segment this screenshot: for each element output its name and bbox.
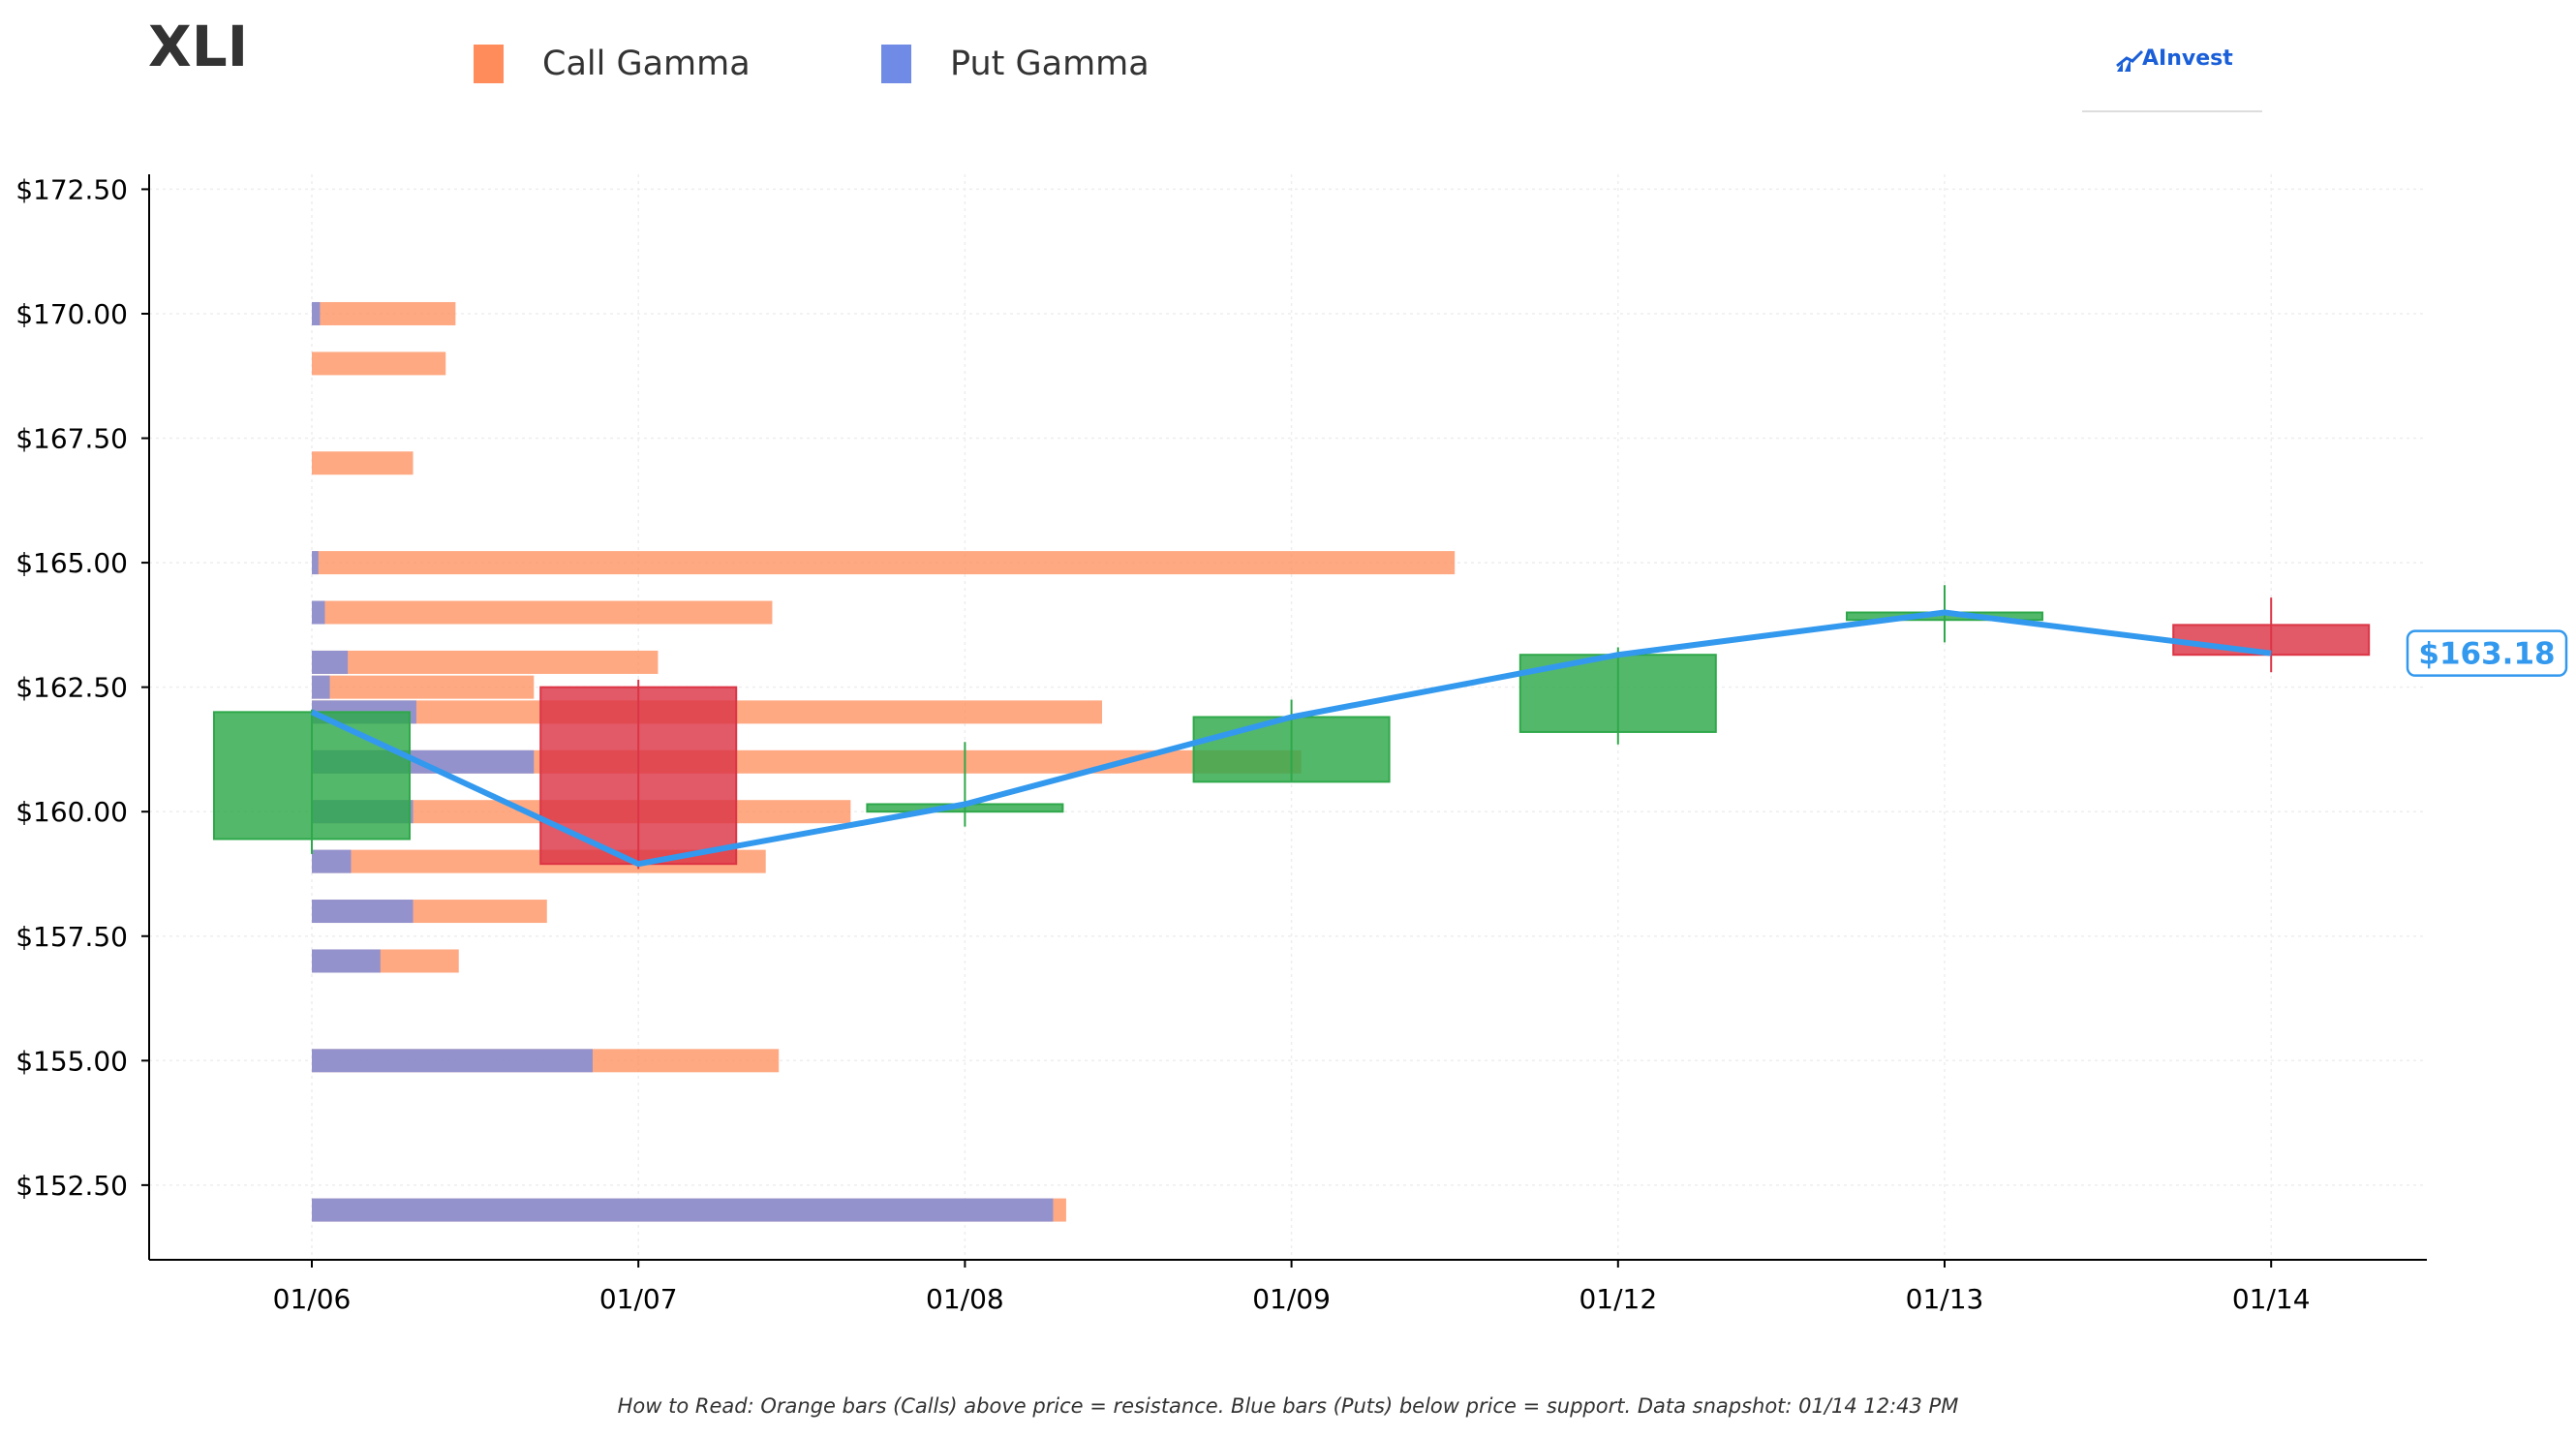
- x-tick-label: 01/14: [2232, 1283, 2311, 1315]
- legend-call-label: Call Gamma: [542, 45, 751, 83]
- brand-underline: [2082, 110, 2262, 112]
- last-price-box: $163.18: [2406, 629, 2568, 677]
- put-gamma-bar: [312, 849, 352, 873]
- ticker-title: XLI: [148, 14, 249, 79]
- candle-body: [1192, 716, 1391, 783]
- y-tick-label: $162.50: [15, 672, 128, 704]
- call-gamma-bar: [312, 650, 659, 674]
- y-tick-label: $155.00: [15, 1045, 128, 1077]
- x-tick-label: 01/12: [1579, 1283, 1657, 1315]
- legend-call: Call Gamma: [474, 35, 751, 93]
- y-tick-label: $167.50: [15, 423, 128, 455]
- x-tick-label: 01/06: [273, 1283, 352, 1315]
- tick-labels: $152.50 $155.00 $157.50 $160.00 $162.50 $165.…: [15, 173, 2310, 1315]
- call-gamma-bar: [312, 675, 535, 699]
- x-tick-label: 01/13: [1906, 1283, 1984, 1315]
- legend-call-swatch: [474, 45, 504, 83]
- call-gamma-bar: [312, 301, 456, 325]
- y-tick-label: $152.50: [15, 1170, 128, 1202]
- legend-put-label: Put Gamma: [950, 45, 1150, 83]
- candle-body: [539, 686, 738, 866]
- candle-body: [213, 711, 411, 841]
- put-gamma-bar: [312, 301, 321, 325]
- brand-chart-icon: [2116, 49, 2144, 72]
- y-tick-label: $165.00: [15, 547, 128, 579]
- put-gamma-bar: [312, 551, 319, 575]
- call-gamma-bar: [312, 451, 414, 475]
- axes: [148, 174, 2427, 1261]
- legend-put-swatch: [881, 45, 911, 83]
- call-gamma-bar: [312, 551, 1456, 575]
- put-gamma-bar: [312, 650, 349, 674]
- put-gamma-bar: [312, 949, 381, 973]
- call-gamma-bar: [312, 600, 773, 625]
- legend-put: Put Gamma: [881, 35, 1150, 93]
- put-gamma-bar: [312, 1049, 593, 1073]
- put-gamma-bar: [312, 1198, 1054, 1222]
- last-price-label: $163.18: [2418, 637, 2555, 672]
- candle-body: [2172, 624, 2371, 657]
- price-line: [310, 609, 2272, 868]
- brand-logo: AInvest: [2082, 39, 2262, 112]
- x-tick-label: 01/08: [926, 1283, 1004, 1315]
- y-tick-label: $172.50: [15, 173, 128, 205]
- put-gamma-bar: [312, 900, 414, 924]
- footnote: How to Read: Orange bars (Calls) above p…: [617, 1394, 1959, 1418]
- call-gamma-bar: [312, 352, 446, 376]
- y-tick-label: $160.00: [15, 796, 128, 828]
- y-tick-label: $157.50: [15, 921, 128, 953]
- y-tick-label: $170.00: [15, 298, 128, 330]
- x-tick-label: 01/07: [599, 1283, 678, 1315]
- last-price-frame: [2406, 629, 2568, 677]
- x-tick-label: 01/09: [1252, 1283, 1331, 1315]
- price-line-path: [310, 609, 2272, 868]
- put-gamma-bar: [312, 675, 330, 699]
- brand-name: AInvest: [2142, 46, 2233, 71]
- put-gamma-bar: [312, 600, 325, 625]
